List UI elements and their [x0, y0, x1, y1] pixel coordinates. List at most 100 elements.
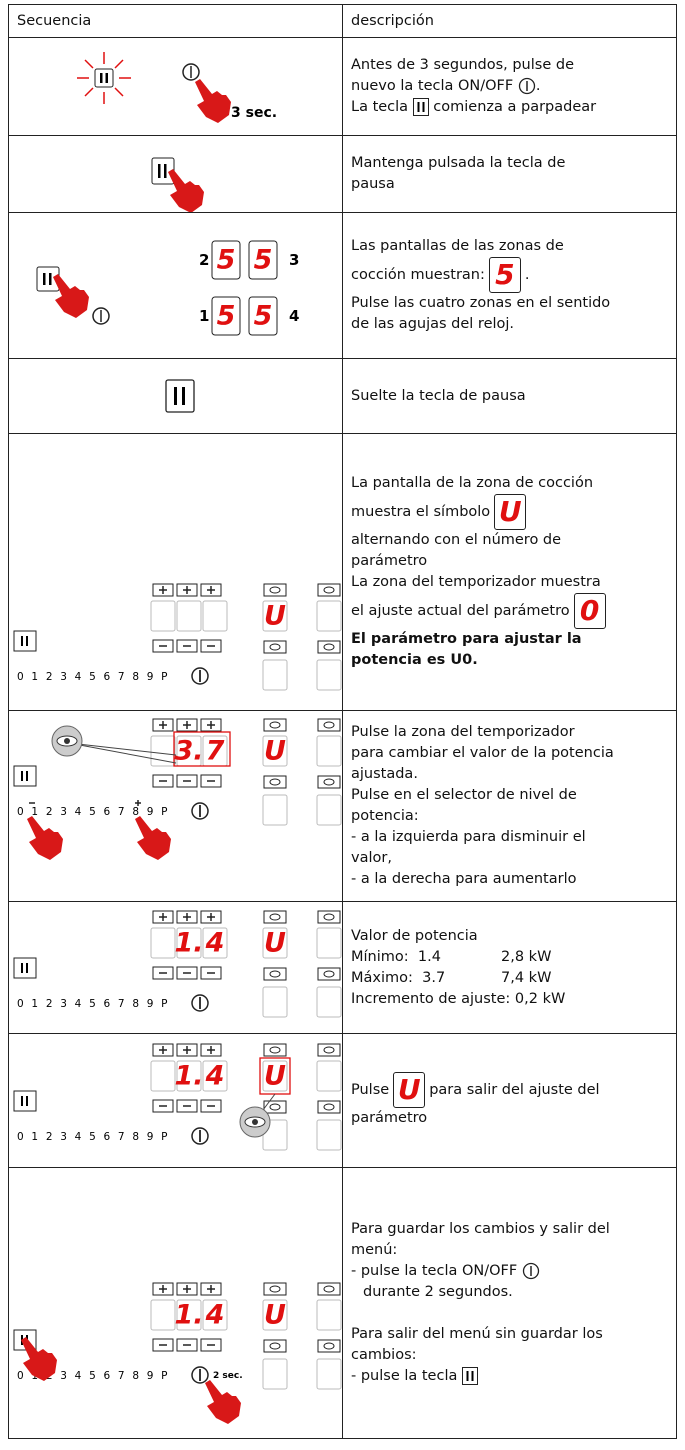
use — [53, 274, 89, 318]
text: 2 — [199, 251, 209, 269]
pointer — [68, 742, 177, 756]
pause-bar — [26, 771, 28, 781]
key — [152, 718, 174, 732]
power-scale: 0 1 2 3 4 5 6 7 8 9 P — [17, 1131, 170, 1143]
span: nuevo la tecla ON/OFF — [351, 78, 514, 94]
hand — [135, 816, 171, 860]
tr: Mantenga pulsada la tecla de pausa — [8, 135, 677, 213]
div: Valor de potencia — [351, 927, 478, 944]
cell: U 0 1 2 3 4 5 6 7 8 9 P — [13, 583, 342, 691]
span: el ajuste actual del parámetro — [351, 603, 570, 619]
desc: Pulse la zona del temporizador para cambi… — [342, 710, 677, 902]
seq: 1. 4 U 0 1 2 3 4 5 6 7 8 9 P — [8, 901, 343, 1034]
span: 2,8 kW — [501, 948, 552, 965]
key — [152, 910, 174, 924]
power-digit: 1. — [174, 1300, 203, 1331]
pause-key — [13, 765, 37, 787]
ico — [461, 1367, 478, 1385]
span: . — [535, 78, 541, 94]
ico — [522, 1262, 539, 1280]
ico — [518, 77, 535, 95]
key — [152, 1282, 174, 1296]
onoff-key — [191, 1366, 209, 1384]
timer-icon — [269, 1285, 281, 1293]
highlight — [173, 731, 231, 767]
hd: Secuencia descripción — [8, 4, 677, 38]
display — [316, 659, 342, 691]
display — [150, 600, 176, 632]
rect — [174, 387, 177, 405]
display — [150, 735, 176, 767]
onoff-key — [191, 802, 209, 820]
rect — [164, 164, 167, 178]
rect — [248, 296, 278, 336]
display — [316, 986, 342, 1018]
key — [200, 639, 222, 653]
div: La pantalla de la zona de cocción — [351, 475, 594, 491]
timer-key — [263, 1282, 287, 1296]
pause-bar — [26, 963, 28, 973]
timer-icon — [323, 586, 335, 594]
rect — [211, 296, 241, 336]
display — [262, 794, 288, 826]
g — [211, 240, 278, 336]
b: El parámetro para ajustar la — [351, 631, 582, 647]
seg: 5 — [217, 245, 236, 276]
seq: 1. 4 U 0 1 2 3 4 5 6 7 8 9 P — [8, 1033, 343, 1168]
display — [316, 600, 342, 632]
timer-icon — [269, 721, 281, 729]
div: Las pantallas de las zonas de — [351, 238, 564, 254]
desc: La pantalla de la zona de cocción muestr… — [342, 433, 677, 711]
td: Secuencia — [8, 4, 343, 38]
div: el ajuste actual del parámetro 0 — [351, 593, 676, 629]
pause-key — [13, 1329, 37, 1351]
div: alternando con el número de — [351, 532, 562, 548]
g — [77, 52, 131, 104]
pointer — [68, 742, 177, 764]
span: La tecla — [351, 99, 409, 115]
display — [316, 1060, 342, 1092]
seg: 5 — [217, 301, 236, 332]
onoff-key — [191, 1127, 209, 1145]
timer-key — [263, 1043, 287, 1057]
display — [176, 1299, 202, 1331]
pause-key — [13, 630, 37, 652]
power-scale: 0 1 2 3 4 5 6 7 8 9 P — [17, 998, 170, 1010]
display — [316, 794, 342, 826]
display — [202, 927, 228, 959]
timer-key — [317, 640, 341, 654]
seq: U 0 1 2 3 4 5 6 7 8 9 P — [8, 433, 343, 711]
key — [176, 774, 198, 788]
timer-key — [263, 718, 287, 732]
timer-key — [317, 967, 341, 981]
div: - pulse la tecla — [351, 1366, 676, 1387]
power-scale: 0 1 2 3 4 5 6 7 8 9 P — [17, 671, 170, 683]
pause-bar — [26, 636, 28, 646]
display — [262, 735, 288, 767]
power-digit: 1. — [174, 928, 203, 959]
seq — [8, 135, 343, 213]
rect — [211, 240, 241, 280]
span: muestra el símbolo — [351, 504, 491, 520]
timer-key — [317, 1339, 341, 1353]
timer-icon — [323, 778, 335, 786]
display — [316, 927, 342, 959]
onoff-key — [191, 667, 209, 685]
line — [114, 59, 124, 69]
pause-bar — [21, 636, 23, 646]
rect — [165, 379, 195, 413]
key — [152, 774, 174, 788]
cell: 1. 4 U 0 1 2 3 4 5 6 7 8 9 P — [13, 1043, 342, 1151]
timer-icon — [269, 1342, 281, 1350]
seq — [8, 358, 343, 434]
timer-icon — [323, 643, 335, 651]
rect — [43, 273, 46, 285]
key — [200, 774, 222, 788]
tr: 3 sec. Antes de 3 segundos, pulse de nue… — [8, 37, 677, 136]
display — [202, 1060, 228, 1092]
div: La tecla comienza a parpadear — [351, 97, 676, 118]
